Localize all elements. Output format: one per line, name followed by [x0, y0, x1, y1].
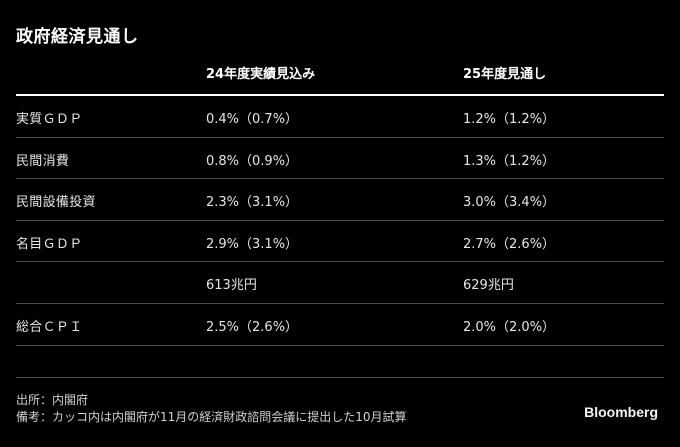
table-row: 実質ＧＤＰ 0.4%（0.7%） 1.2%（1.2%） [16, 96, 664, 138]
table-row: 民間設備投資 2.3%（3.1%） 3.0%（3.4%） [16, 179, 664, 221]
fy25-value: 629兆円 [463, 278, 514, 294]
table-header: 24年度実績見込み 25年度見通し [16, 58, 664, 96]
fy25-value: 1.2%（1.2%） [463, 112, 556, 127]
outlook-table: 24年度実績見込み 25年度見通し 実質ＧＤＰ 0.4%（0.7%） 1.2%（… [16, 58, 664, 346]
table-row: 民間消費 0.8%（0.9%） 1.3%（1.2%） [16, 138, 664, 180]
table-row: 総合ＣＰＩ 2.5%（2.6%） 2.0%（2.0%） [16, 304, 664, 346]
footer-divider [16, 377, 664, 378]
fy24-value: 0.8%（0.9%） [206, 153, 299, 169]
fy24-value: 613兆円 [206, 278, 257, 294]
source-note: 出所：内閣府 [16, 393, 89, 407]
row-label: 実質ＧＤＰ [16, 112, 83, 127]
remark-note: 備考：カッコ内は内閣府が11月の経済財政諮問会議に提出した10月試算 [16, 410, 407, 424]
row-label: 民間消費 [16, 153, 70, 169]
fy24-value: 2.9%（3.1%） [206, 236, 299, 252]
column-header-fy25: 25年度見通し [463, 67, 547, 82]
bloomberg-logo: Bloomberg [584, 404, 658, 420]
row-label: 名目ＧＤＰ [16, 236, 83, 252]
fy25-value: 3.0%（3.4%） [463, 195, 556, 211]
fy25-value: 1.3%（1.2%） [463, 153, 556, 169]
fy24-value: 2.5%（2.6%） [206, 319, 299, 335]
row-label: 民間設備投資 [16, 195, 96, 211]
fy25-value: 2.0%（2.0%） [463, 319, 556, 335]
footnotes: 出所：内閣府 備考：カッコ内は内閣府が11月の経済財政諮問会議に提出した10月試… [16, 392, 407, 426]
fy25-value: 2.7%（2.6%） [463, 236, 556, 252]
fy24-value: 2.3%（3.1%） [206, 195, 299, 211]
table-row: 名目ＧＤＰ 2.9%（3.1%） 2.7%（2.6%） [16, 221, 664, 263]
column-header-fy24: 24年度実績見込み [206, 67, 316, 82]
fy24-value: 0.4%（0.7%） [206, 112, 299, 127]
row-label: 総合ＣＰＩ [16, 319, 83, 335]
table-row: 613兆円 629兆円 [16, 262, 664, 304]
page-title: 政府経済見通し [16, 27, 139, 47]
